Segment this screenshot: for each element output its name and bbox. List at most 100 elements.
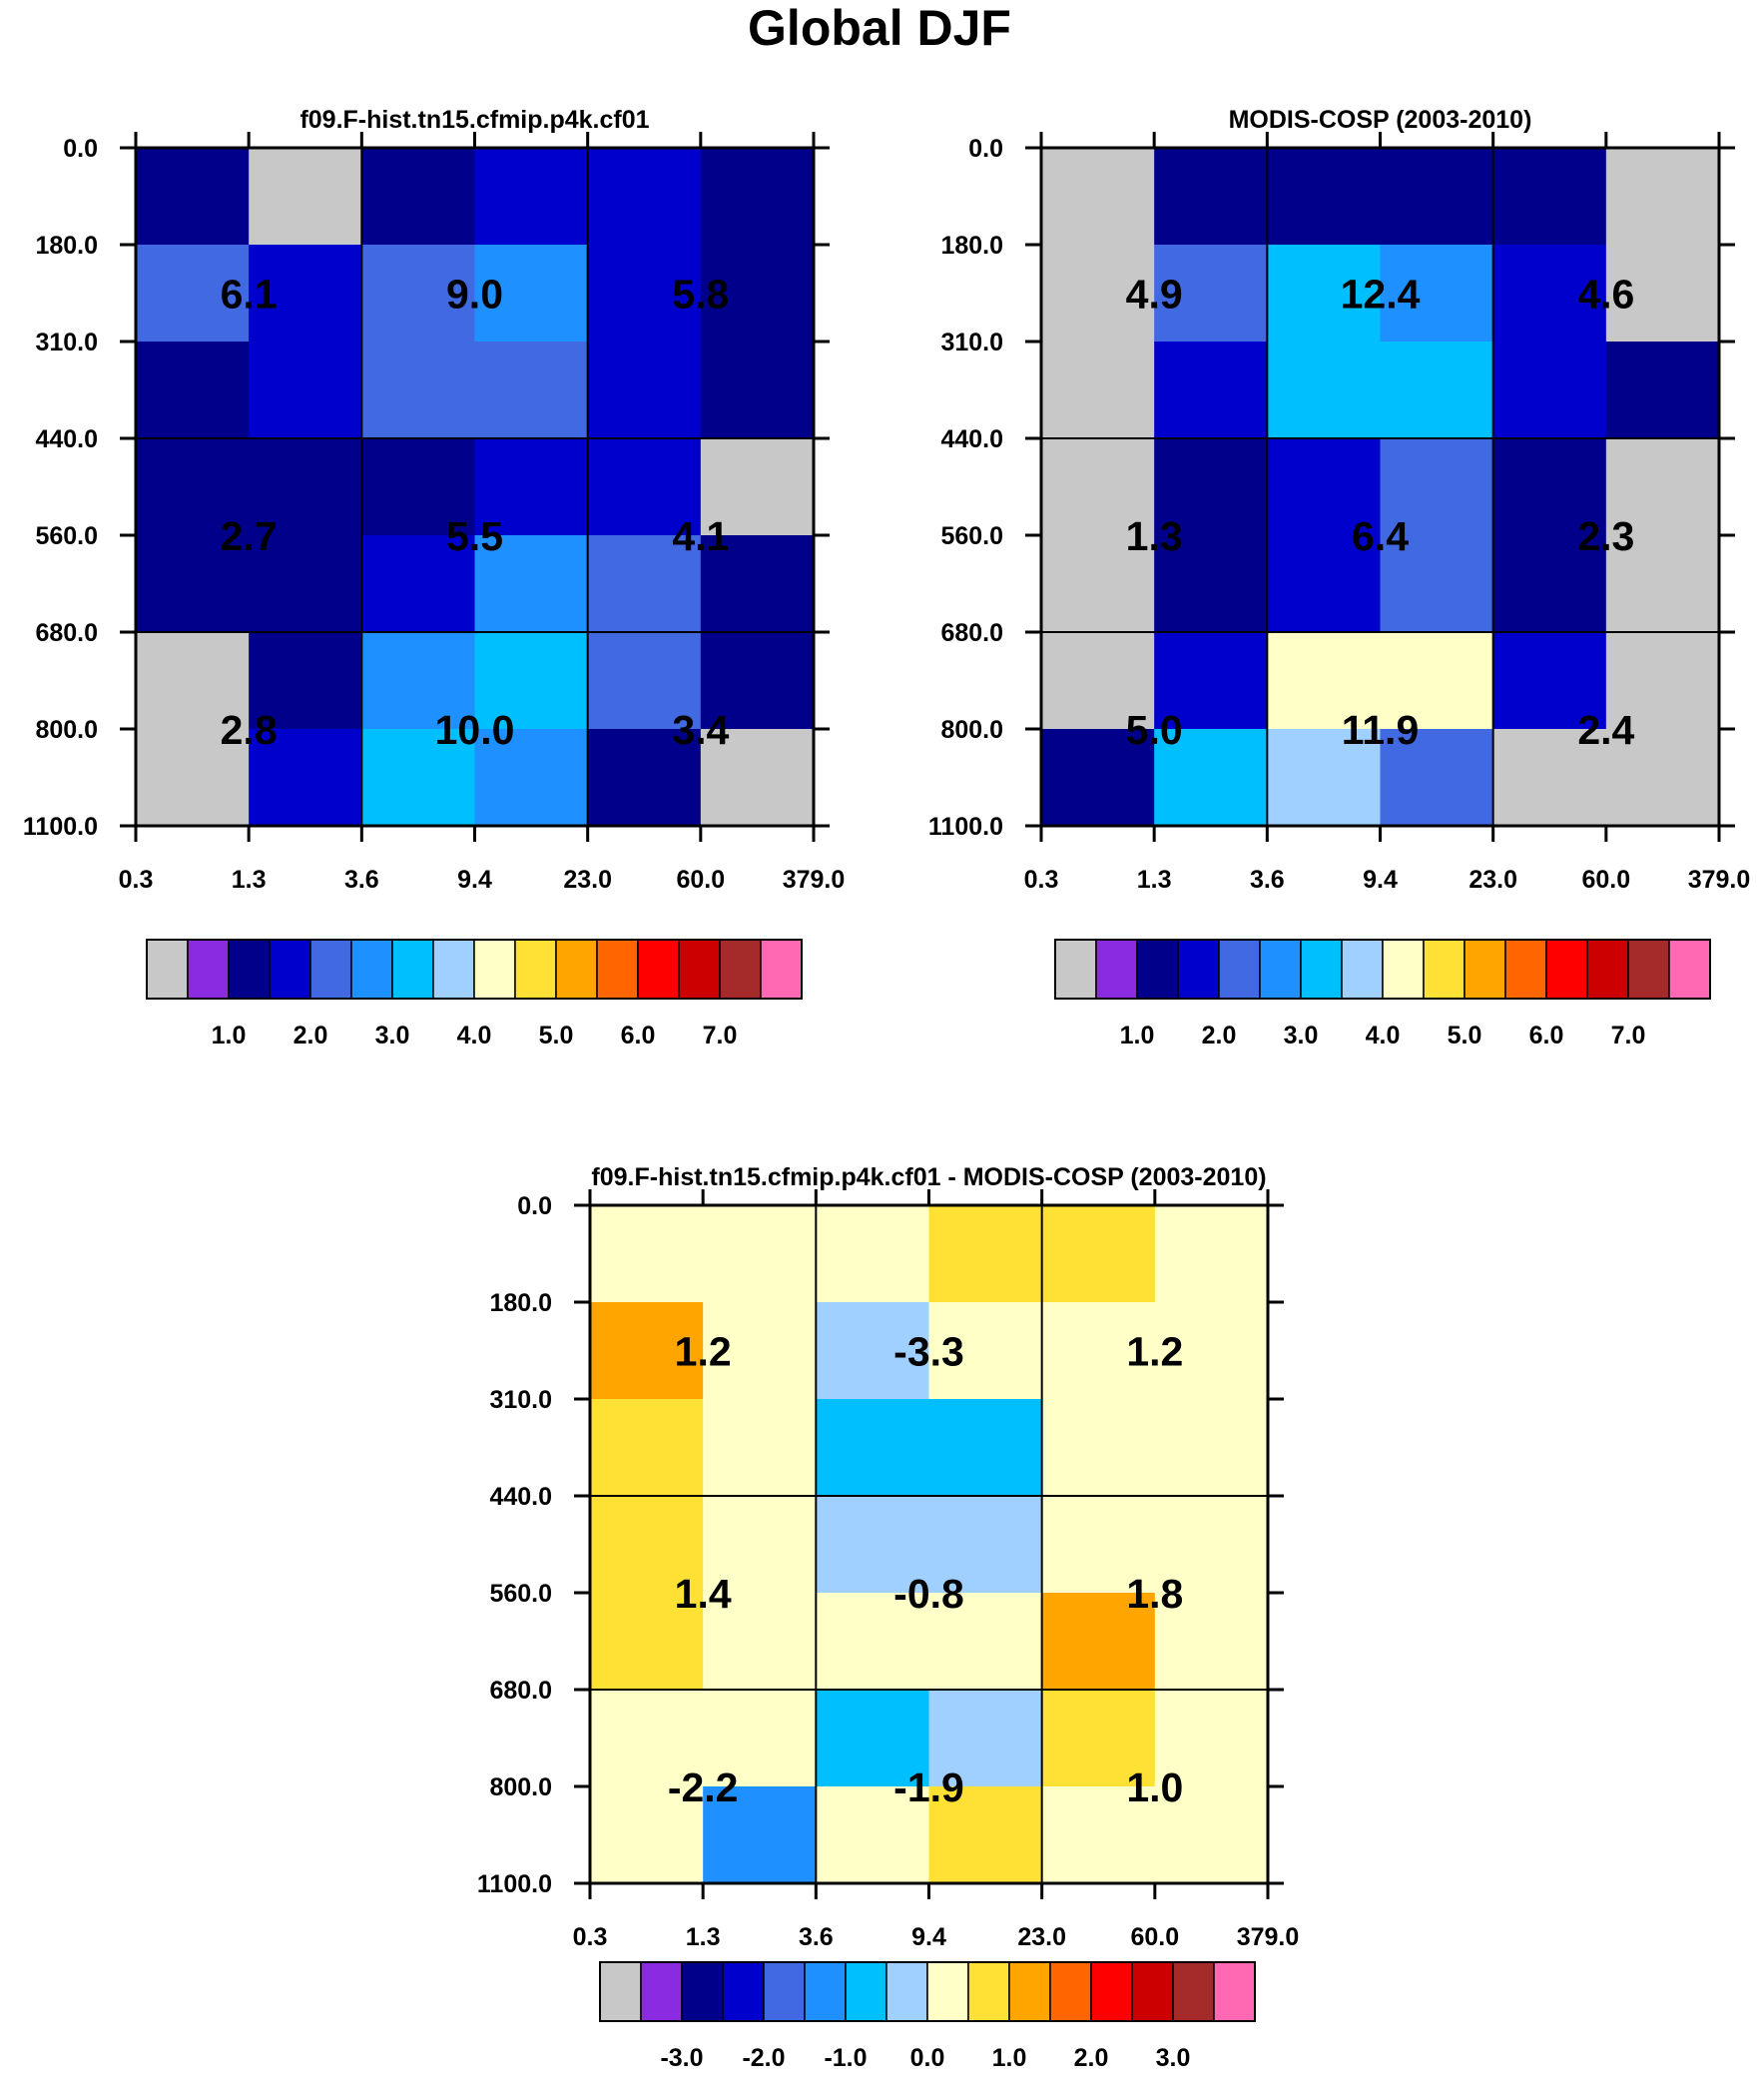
colorbar-swatch <box>228 939 271 1000</box>
x-tick-label: 60.0 <box>1130 1923 1179 1951</box>
heatmap-cell <box>1380 438 1494 536</box>
colorbar-swatch <box>432 939 475 1000</box>
cell-annotation: 4.9 <box>1126 272 1183 318</box>
colorbar-swatch <box>1259 939 1302 1000</box>
heatmap-cell <box>249 438 362 536</box>
heatmap-cell <box>590 1302 704 1400</box>
heatmap-cell <box>1492 148 1607 246</box>
cell-annotation: 5.8 <box>672 272 729 318</box>
colorbar-label: -3.0 <box>660 2044 703 2072</box>
colorbar-swatch <box>719 939 762 1000</box>
colorbar-swatch <box>1586 939 1629 1000</box>
heatmap-cell <box>587 342 702 439</box>
cell-annotation: 1.8 <box>1126 1571 1183 1617</box>
cell-annotation: 2.7 <box>221 513 278 559</box>
heatmap-cell <box>1041 1786 1156 1884</box>
colorbar-frame <box>146 939 803 1000</box>
heatmap-cell <box>703 1496 817 1594</box>
colorbar-swatch <box>1049 1961 1092 2022</box>
colorbar-label: 1.0 <box>212 1022 247 1050</box>
heatmap-cell <box>1154 245 1268 343</box>
y-tick-label: 0.0 <box>968 135 1003 163</box>
heatmap-cell <box>136 148 250 246</box>
heatmap-cell <box>1380 632 1494 730</box>
heatmap-cell <box>928 1399 1043 1497</box>
heatmap-cell <box>361 632 476 730</box>
heatmap-cell <box>1041 1205 1156 1303</box>
heatmap-cell <box>1267 342 1382 439</box>
colorbar-swatch <box>146 939 189 1000</box>
colorbar-label: 2.0 <box>1202 1022 1237 1050</box>
colorbar-swatch <box>514 939 557 1000</box>
colorbar-swatch <box>599 1961 642 2022</box>
heatmap-cell <box>1605 245 1720 343</box>
cell-annotation: 6.1 <box>221 272 278 318</box>
heatmap-cell <box>1267 729 1382 827</box>
colorbar-label: 3.0 <box>375 1022 410 1050</box>
colorbar-swatch <box>269 939 311 1000</box>
colorbar-swatch <box>1218 939 1261 1000</box>
colorbar-label: 1.0 <box>1120 1022 1155 1050</box>
x-tick-label: 9.4 <box>1363 866 1398 894</box>
colorbar-swatch <box>596 939 639 1000</box>
colorbar-swatch <box>350 939 393 1000</box>
heatmap-cell <box>928 1302 1043 1400</box>
heatmap-cell <box>1605 438 1720 536</box>
heatmap-cell <box>703 1302 817 1400</box>
colorbar-swatch <box>1627 939 1670 1000</box>
heatmap-cell <box>816 1593 930 1691</box>
heatmap-cell <box>1154 1690 1269 1787</box>
figure-title: Global DJF <box>748 0 1011 56</box>
x-tick-label: 0.3 <box>119 866 154 894</box>
x-tick-label: 3.6 <box>799 1923 834 1951</box>
heatmap-cell <box>249 535 362 633</box>
colorbar-swatch <box>1090 1961 1133 2022</box>
heatmap-cell <box>703 1593 817 1691</box>
heatmap-cell <box>1154 1593 1269 1691</box>
heatmap-cell <box>703 1690 817 1787</box>
colorbar-swatch <box>760 939 803 1000</box>
heatmap-cell <box>700 632 815 730</box>
heatmap-cell <box>361 535 476 633</box>
heatmap-cell <box>249 729 362 827</box>
heatmap-cell <box>590 1205 704 1303</box>
heatmap-cell <box>361 245 476 343</box>
colorbar-swatch <box>555 939 598 1000</box>
heatmap-cell <box>1041 148 1155 246</box>
heatmap-cell <box>1041 245 1155 343</box>
y-tick-label: 560.0 <box>489 1580 552 1608</box>
heatmap-cell <box>1154 1302 1269 1400</box>
cell-annotation: -3.3 <box>893 1329 964 1375</box>
cell-annotation: 1.2 <box>1126 1329 1183 1375</box>
cell-annotation: 1.3 <box>1126 513 1183 559</box>
heatmap-cell <box>928 1690 1043 1787</box>
heatmap-panel-2: MODIS-COSP (2003-2010) 4.9 12.4 4.6 1.3 6.4 2.… <box>928 106 1750 1050</box>
heatmap-cell <box>700 438 815 536</box>
heatmap-cell <box>1605 148 1720 246</box>
heatmap-cell <box>587 535 702 633</box>
heatmap-cell <box>1380 148 1494 246</box>
x-tick-label: 23.0 <box>563 866 612 894</box>
y-tick-label: 1100.0 <box>928 813 1003 841</box>
heatmap-cell <box>1154 632 1268 730</box>
heatmap-cell <box>703 1786 817 1884</box>
heatmap-cell <box>1041 1690 1156 1787</box>
heatmap-cell <box>1267 148 1382 246</box>
heatmap-cell <box>700 535 815 633</box>
colorbar-swatch <box>473 939 516 1000</box>
x-tick-label: 3.6 <box>344 866 379 894</box>
heatmap-cell <box>136 342 250 439</box>
colorbar-swatch <box>1545 939 1588 1000</box>
heatmap-cell <box>1380 342 1494 439</box>
heatmap-cell <box>136 632 250 730</box>
y-tick-label: 310.0 <box>940 329 1003 356</box>
y-tick-label: 440.0 <box>940 425 1003 453</box>
heatmap-cell <box>1492 729 1607 827</box>
cell-annotation: -0.8 <box>893 1571 964 1617</box>
heatmap-cell <box>816 1786 930 1884</box>
x-tick-label: 1.3 <box>686 1923 721 1951</box>
heatmap-cell <box>816 1302 930 1400</box>
y-tick-label: 310.0 <box>35 329 98 356</box>
heatmap-cell <box>474 245 589 343</box>
